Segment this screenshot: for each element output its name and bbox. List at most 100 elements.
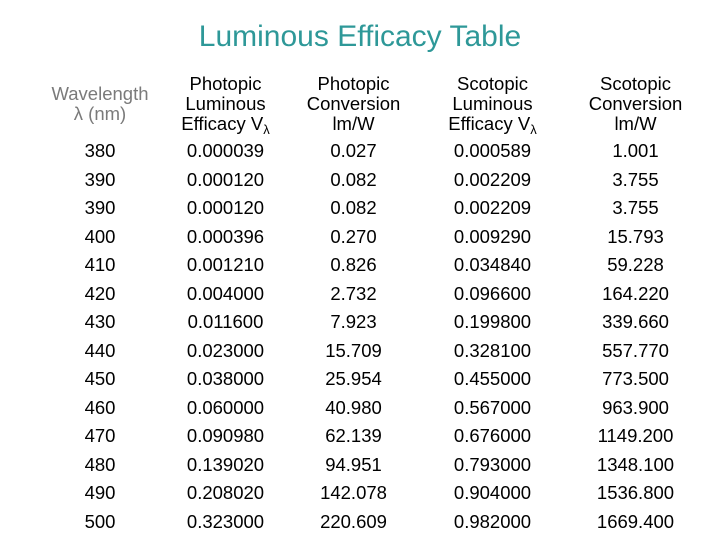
table-cell: 0.000120 bbox=[186, 168, 265, 190]
table-cell: 480 bbox=[84, 453, 116, 475]
table-row: 480 0.139020 94.951 0.793000 1348.100 bbox=[36, 451, 706, 480]
table-cell: 0.455000 bbox=[453, 368, 532, 390]
column-header-wavelength: Wavelength λ (nm) bbox=[36, 71, 164, 137]
table-cell: 0.002209 bbox=[453, 168, 532, 190]
table-cell: 1.001 bbox=[612, 140, 659, 162]
header-line: Luminous bbox=[185, 93, 266, 114]
table-cell: 339.660 bbox=[602, 311, 669, 333]
table-row: 450 0.038000 25.954 0.455000 773.500 bbox=[36, 365, 706, 394]
table-cell: 0.023000 bbox=[186, 339, 265, 361]
header-line: Efficacy Vλ bbox=[420, 113, 565, 137]
table-cell: 0.082 bbox=[330, 168, 377, 190]
header-line: Luminous bbox=[452, 93, 533, 114]
table-cell: 0.982000 bbox=[453, 510, 532, 532]
table-row: 500 0.323000 220.609 0.982000 1669.400 bbox=[36, 508, 706, 537]
table-cell: 0.002209 bbox=[453, 197, 532, 219]
table-cell: 142.078 bbox=[320, 482, 387, 504]
table-cell: 164.220 bbox=[602, 282, 669, 304]
table-cell: 0.000039 bbox=[186, 140, 265, 162]
table-cell: 460 bbox=[84, 396, 116, 418]
table-cell: 1149.200 bbox=[597, 425, 674, 447]
table-cell: 0.328100 bbox=[453, 339, 532, 361]
table-row: 440 0.023000 15.709 0.328100 557.770 bbox=[36, 337, 706, 366]
header-line: Conversion bbox=[588, 93, 683, 114]
table-cell: 7.923 bbox=[330, 311, 377, 333]
header-line: Photopic bbox=[317, 73, 390, 94]
table-cell: 470 bbox=[84, 425, 116, 447]
table-cell: 0.826 bbox=[330, 254, 377, 276]
table-cell: 1669.400 bbox=[596, 510, 675, 532]
table-cell: 773.500 bbox=[602, 368, 669, 390]
table-cell: 15.793 bbox=[607, 225, 664, 247]
table-cell: 410 bbox=[84, 254, 116, 276]
table-cell: 0.009290 bbox=[453, 225, 532, 247]
table-cell: 380 bbox=[84, 140, 116, 162]
table-cell: 0.034840 bbox=[453, 254, 532, 276]
table-cell: 0.323000 bbox=[186, 510, 265, 532]
table-row: 420 0.004000 2.732 0.096600 164.220 bbox=[36, 280, 706, 309]
table-cell: 0.567000 bbox=[453, 396, 532, 418]
header-line: Wavelength bbox=[51, 83, 149, 104]
table-row: 390 0.000120 0.082 0.002209 3.755 bbox=[36, 194, 706, 223]
table-cell: 15.709 bbox=[325, 339, 382, 361]
header-line: Conversion bbox=[306, 93, 401, 114]
table-cell: 430 bbox=[84, 311, 116, 333]
table-cell: 390 bbox=[84, 168, 116, 190]
table-cell: 0.793000 bbox=[453, 453, 532, 475]
table-cell: 0.000396 bbox=[186, 225, 265, 247]
header-line: lm/W bbox=[332, 113, 375, 134]
table-cell: 1348.100 bbox=[596, 453, 675, 475]
table-cell: 62.139 bbox=[325, 425, 382, 447]
table-cell: 500 bbox=[84, 510, 116, 532]
column-header-scotopic-efficacy: Scotopic Luminous Efficacy Vλ bbox=[420, 71, 565, 137]
table-cell: 450 bbox=[84, 368, 116, 390]
table-cell: 0.139020 bbox=[186, 453, 265, 475]
table-cell: 0.270 bbox=[330, 225, 377, 247]
table-cell: 59.228 bbox=[607, 254, 664, 276]
page-title: Luminous Efficacy Table bbox=[198, 20, 522, 53]
table-cell: 40.980 bbox=[325, 396, 382, 418]
table-cell: 0.082 bbox=[330, 197, 377, 219]
table-cell: 490 bbox=[84, 482, 116, 504]
header-line-text: Efficacy V bbox=[181, 113, 264, 134]
table-cell: 0.090980 bbox=[186, 425, 265, 447]
table-cell: 220.609 bbox=[320, 510, 387, 532]
table-body: 380 0.000039 0.027 0.000589 1.001 390 0.000120… bbox=[36, 137, 706, 536]
table-cell: 0.004000 bbox=[186, 282, 265, 304]
column-header-photopic-efficacy: Photopic Luminous Efficacy Vλ bbox=[164, 71, 287, 137]
table-cell: 0.060000 bbox=[186, 396, 265, 418]
table-row: 490 0.208020 142.078 0.904000 1536.800 bbox=[36, 479, 706, 508]
table-row: 380 0.000039 0.027 0.000589 1.001 bbox=[36, 137, 706, 166]
table-cell: 0.904000 bbox=[453, 482, 532, 504]
header-line: Scotopic bbox=[457, 73, 528, 94]
table-cell: 2.732 bbox=[330, 282, 377, 304]
table-cell: 0.038000 bbox=[186, 368, 265, 390]
header-line: lm/W bbox=[614, 113, 657, 134]
table-cell: 3.755 bbox=[612, 197, 659, 219]
lambda-subscript: λ bbox=[263, 122, 270, 137]
table-cell: 963.900 bbox=[602, 396, 669, 418]
header-row: Wavelength λ (nm) Photopic Luminous Effi… bbox=[36, 71, 706, 137]
table-cell: 0.001210 bbox=[186, 254, 265, 276]
luminous-efficacy-table: Wavelength λ (nm) Photopic Luminous Effi… bbox=[36, 71, 706, 536]
header-line: Efficacy Vλ bbox=[164, 113, 287, 137]
table-cell: 557.770 bbox=[602, 339, 669, 361]
table-cell: 0.011600 bbox=[187, 311, 264, 333]
column-header-scotopic-conversion: Scotopic Conversion lm/W bbox=[565, 71, 706, 137]
header-line-text: Efficacy V bbox=[448, 113, 531, 134]
table-cell: 1536.800 bbox=[596, 482, 675, 504]
table-cell: 0.027 bbox=[330, 140, 377, 162]
table-cell: 0.096600 bbox=[453, 282, 532, 304]
table-cell: 25.954 bbox=[325, 368, 382, 390]
table-cell: 400 bbox=[84, 225, 116, 247]
table-row: 390 0.000120 0.082 0.002209 3.755 bbox=[36, 166, 706, 195]
table-cell: 3.755 bbox=[612, 168, 659, 190]
lambda-subscript: λ bbox=[530, 122, 537, 137]
table-row: 470 0.090980 62.139 0.676000 1149.200 bbox=[36, 422, 706, 451]
table-row: 460 0.060000 40.980 0.567000 963.900 bbox=[36, 394, 706, 423]
column-header-photopic-conversion: Photopic Conversion lm/W bbox=[287, 71, 420, 137]
table-cell: 0.000589 bbox=[453, 140, 532, 162]
table-cell: 420 bbox=[84, 282, 116, 304]
header-line: Scotopic bbox=[600, 73, 671, 94]
